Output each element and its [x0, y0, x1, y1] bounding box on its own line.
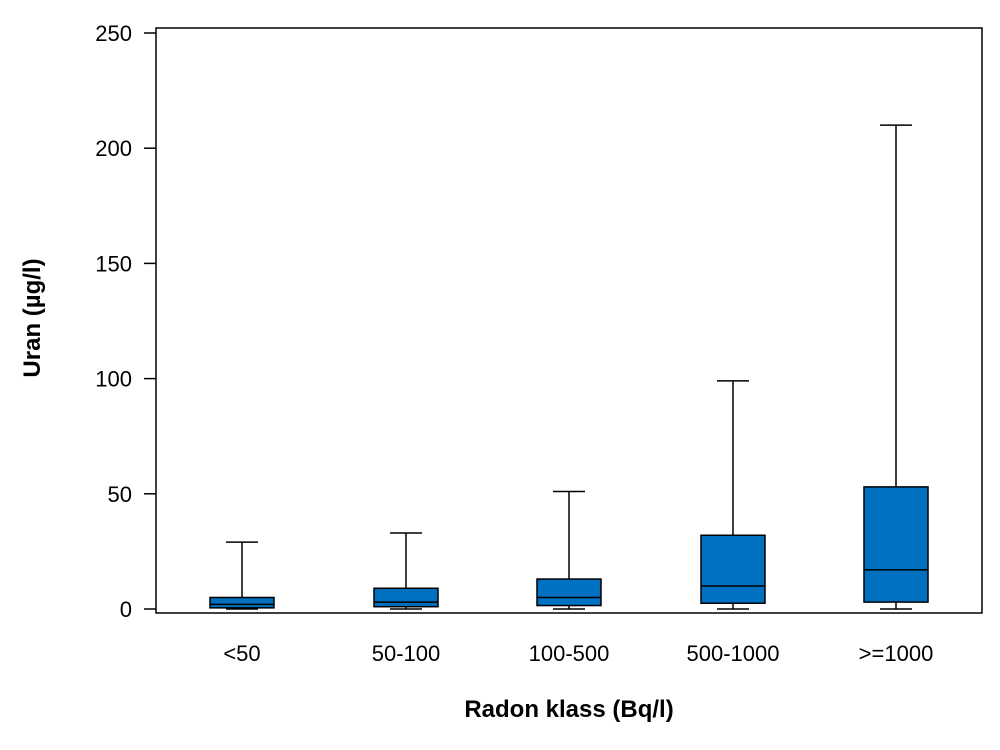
y-tick-label: 200: [95, 136, 132, 161]
y-axis-title: Uran (µg/l): [19, 258, 46, 377]
x-tick-label: 50-100: [372, 641, 441, 666]
y-axis: 0 50 100 150 200 250: [95, 21, 156, 622]
box-series: [209, 124, 929, 610]
box-iqr: [209, 596, 275, 609]
x-tick-label: >=1000: [859, 641, 934, 666]
y-tick-label: 250: [95, 21, 132, 46]
y-tick-label: 150: [95, 251, 132, 276]
x-tick-label: 100-500: [529, 641, 610, 666]
box-0: [209, 541, 275, 610]
box-1: [373, 532, 439, 610]
box-4: [863, 124, 929, 610]
y-tick-label: 50: [108, 482, 132, 507]
box-2: [536, 490, 602, 610]
x-axis-title: Radon klass (Bq/l): [464, 696, 673, 723]
box-iqr: [373, 587, 439, 608]
box-3: [700, 380, 766, 610]
x-tick-label: 500-1000: [687, 641, 780, 666]
plot-area: [155, 27, 983, 614]
box-iqr: [700, 534, 766, 604]
y-tick-label: 100: [95, 367, 132, 392]
box-iqr: [863, 486, 929, 603]
x-axis: <50 50-100 100-500 500-1000 >=1000: [223, 641, 933, 666]
x-tick-label: <50: [223, 641, 260, 666]
box-iqr: [536, 578, 602, 607]
y-tick-label: 0: [120, 597, 132, 622]
